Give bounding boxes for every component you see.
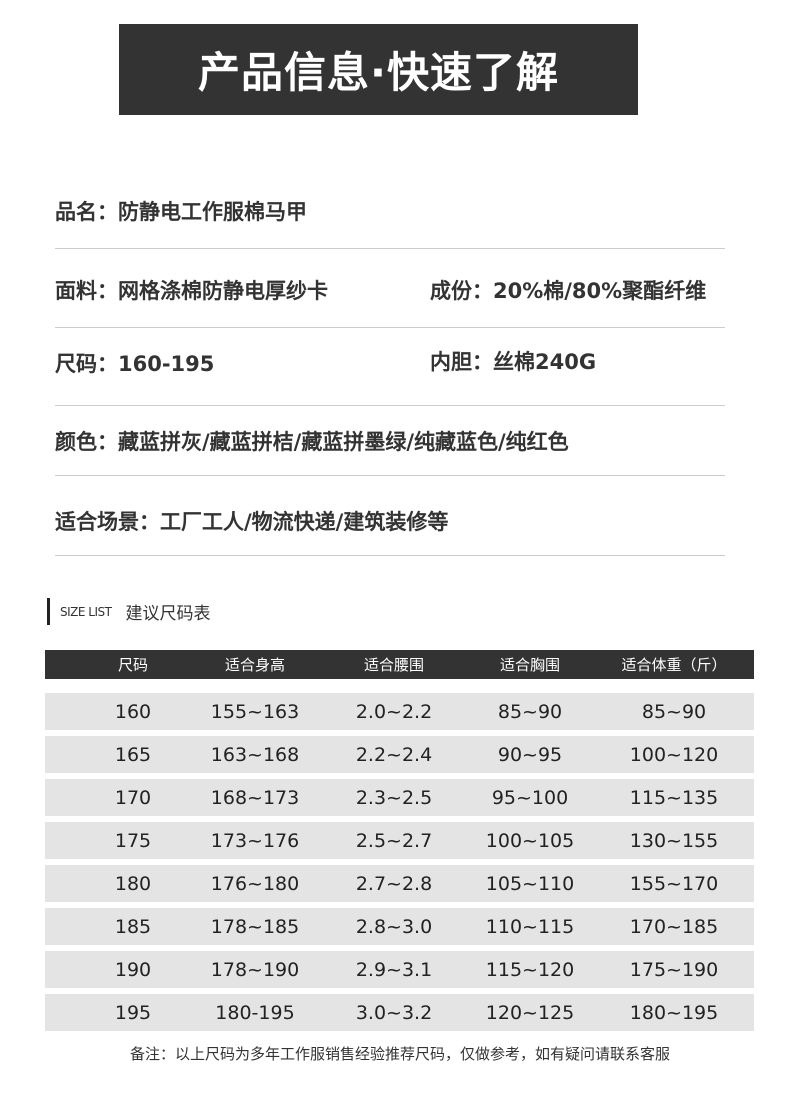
cell-size: 195 [114,1001,152,1024]
table-row: 185 178~185 2.8~3.0 110~115 170~185 [45,908,754,945]
header-waist: 适合腰围 [363,656,424,674]
header-weight: 适合体重（斤） [621,656,727,674]
cell-height: 180-195 [215,1001,295,1024]
cell-size: 180 [114,872,152,895]
cell-waist: 2.5~2.7 [355,829,433,852]
product-composition: 成份：20%棉/80%聚酯纤维 [430,279,707,303]
product-scenes: 适合场景：工厂工人/物流快递/建筑装修等 [55,510,449,534]
table-row: 195 180-195 3.0~3.2 120~125 180~195 [45,994,754,1031]
cell-size: 165 [114,743,152,766]
page-title: 产品信息·快速了解 [119,24,638,115]
cell-size: 175 [114,829,152,852]
cell-chest: 85~90 [497,700,563,723]
cell-weight: 130~155 [629,829,719,852]
divider [55,475,725,476]
header-height: 适合身高 [224,656,285,674]
size-list-en: SIZE LIST [60,604,112,619]
table-row: 160 155~163 2.0~2.2 85~90 85~90 [45,693,754,730]
size-list-heading: SIZE LIST 建议尺码表 [47,598,210,625]
cell-chest: 105~110 [485,872,575,895]
table-row: 165 163~168 2.2~2.4 90~95 100~120 [45,736,754,773]
cell-height: 176~180 [210,872,300,895]
cell-waist: 3.0~3.2 [355,1001,433,1024]
cell-weight: 170~185 [629,915,719,938]
cell-size: 160 [114,700,152,723]
header-size: 尺码 [117,656,148,674]
cell-height: 155~163 [210,700,300,723]
cell-waist: 2.3~2.5 [355,786,433,809]
cell-chest: 115~120 [485,958,575,981]
cell-weight: 100~120 [629,743,719,766]
product-size: 尺码：160-195 [55,352,215,376]
product-colors: 颜色：藏蓝拼灰/藏蓝拼桔/藏蓝拼墨绿/纯藏蓝色/纯红色 [55,430,569,454]
divider [55,405,725,406]
cell-chest: 120~125 [485,1001,575,1024]
cell-height: 168~173 [210,786,300,809]
divider [55,248,725,249]
cell-waist: 2.7~2.8 [355,872,433,895]
product-lining: 内胆：丝棉240G [430,350,597,374]
cell-waist: 2.9~3.1 [355,958,433,981]
table-row: 175 173~176 2.5~2.7 100~105 130~155 [45,822,754,859]
cell-chest: 110~115 [485,915,575,938]
cell-weight: 85~90 [641,700,707,723]
cell-height: 178~185 [210,915,300,938]
heading-bar [47,598,50,625]
cell-weight: 180~195 [629,1001,719,1024]
cell-waist: 2.0~2.2 [355,700,433,723]
note: 备注：以上尺码为多年工作服销售经验推荐尺码，仅做参考，如有疑问请联系客服 [129,1045,670,1063]
cell-weight: 155~170 [629,872,719,895]
cell-chest: 95~100 [491,786,569,809]
cell-size: 185 [114,915,152,938]
table-row: 170 168~173 2.3~2.5 95~100 115~135 [45,779,754,816]
header-chest: 适合胸围 [499,656,560,674]
cell-height: 163~168 [210,743,300,766]
cell-height: 173~176 [210,829,300,852]
divider [55,555,725,556]
product-name: 品名：防静电工作服棉马甲 [55,200,307,224]
cell-chest: 90~95 [497,743,563,766]
cell-height: 178~190 [210,958,300,981]
size-table-header: 尺码 适合身高 适合腰围 适合胸围 适合体重（斤） [45,650,754,679]
cell-size: 190 [114,958,152,981]
table-row: 190 178~190 2.9~3.1 115~120 175~190 [45,951,754,988]
product-fabric: 面料：网格涤棉防静电厚纱卡 [55,279,328,303]
cell-weight: 175~190 [629,958,719,981]
cell-waist: 2.2~2.4 [355,743,433,766]
cell-size: 170 [114,786,152,809]
cell-chest: 100~105 [485,829,575,852]
table-row: 180 176~180 2.7~2.8 105~110 155~170 [45,865,754,902]
divider [55,327,725,328]
cell-weight: 115~135 [629,786,719,809]
size-list-cn: 建议尺码表 [125,604,211,624]
cell-waist: 2.8~3.0 [355,915,433,938]
